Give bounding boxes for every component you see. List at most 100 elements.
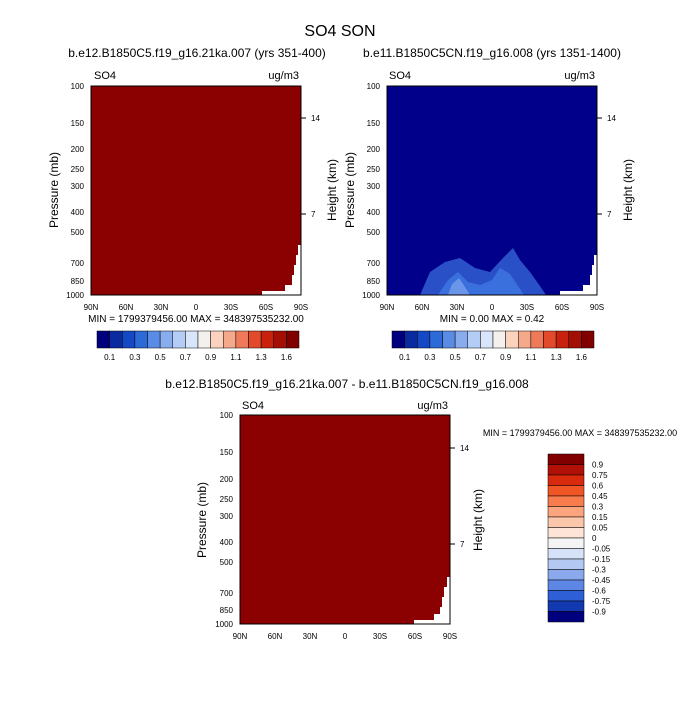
panel-2-stats: MIN = 0.00 MAX = 0.42 (440, 314, 545, 325)
y2tick-label: 7 (460, 540, 465, 549)
ytick-label: 700 (220, 589, 234, 598)
panel-3-y2ticks: 14 7 (450, 444, 469, 549)
panel-3-title: b.e12.B1850C5.f19_g16.21ka.007 - b.e11.B… (165, 377, 529, 391)
ytick-label: 150 (71, 119, 85, 128)
colorbar-swatch (568, 330, 582, 349)
colorbar-swatch (96, 330, 110, 349)
colorbar-label: 0.3 (592, 503, 604, 512)
colorbar-swatch (581, 330, 595, 349)
panel-3-field (240, 415, 450, 624)
xtick-label: 60N (268, 632, 283, 641)
colorbar-label: 1.1 (525, 353, 537, 362)
colorbar-label: -0.6 (592, 587, 606, 596)
colorbar-swatch (172, 330, 186, 349)
ytick-label: 300 (71, 182, 85, 191)
panel-2-contour-high (448, 278, 470, 295)
panel-1-title: b.e12.B1850C5.f19_g16.21ka.007 (yrs 351-… (68, 46, 326, 60)
colorbar-label: -0.05 (592, 545, 611, 554)
colorbar-label: -0.9 (592, 608, 606, 617)
panel-2-units: ug/m3 (564, 70, 595, 82)
xtick-label: 60S (408, 632, 422, 641)
colorbar-swatch (442, 330, 456, 349)
ytick-label: 850 (71, 277, 85, 286)
colorbar-swatch (543, 330, 557, 349)
panel-2-yticks: 100 150 200 250 300 400 500 700 850 1000 (362, 82, 380, 300)
colorbar-label: -0.3 (592, 566, 606, 575)
ytick-label: 400 (367, 208, 381, 217)
colorbar-label: 0.7 (180, 353, 192, 362)
colorbar-swatch (235, 330, 249, 349)
panel-2-colorbar: 0.1 0.3 0.5 0.7 0.9 1.1 1.3 1.6 (391, 330, 595, 362)
panel-1-colorbar: 0.1 0.3 0.5 0.7 0.9 1.1 1.3 1.6 (96, 330, 300, 362)
colorbar-swatch (555, 330, 569, 349)
colorbar-swatch (547, 506, 585, 518)
colorbar-swatch (505, 330, 519, 349)
panel-1-ylabel: Pressure (mb) (47, 152, 61, 228)
panel-2-y2label: Height (km) (621, 159, 635, 221)
ytick-label: 850 (220, 606, 234, 615)
panel-2: b.e11.B1850C5CN.f19_g16.008 (yrs 1351-14… (343, 46, 635, 362)
colorbar-label: 0.75 (592, 471, 608, 480)
panel-1-yticks: 100 150 200 250 300 400 500 700 850 1000 (66, 82, 84, 300)
panel-1-frame (90, 85, 302, 296)
ytick-label: 100 (367, 82, 381, 91)
panel-3-variable: SO4 (242, 400, 264, 412)
ytick-label: 1000 (362, 291, 380, 300)
panel-3-colorbar: 0.90.75 0.60.45 0.30.15 0.050 -0.05-0.15 -0.3… (547, 453, 611, 623)
colorbar-label: 0.5 (155, 353, 167, 362)
ytick-label: 200 (367, 145, 381, 154)
panel-2-title: b.e11.B1850C5CN.f19_g16.008 (yrs 1351-14… (363, 46, 621, 60)
colorbar-swatch (417, 330, 431, 349)
colorbar-label: 0.15 (592, 513, 608, 522)
ytick-label: 250 (367, 165, 381, 174)
xtick-label: 0 (490, 303, 495, 312)
ytick-label: 150 (367, 119, 381, 128)
panel-2-y2ticks: 14 7 (597, 114, 616, 219)
xtick-label: 90N (380, 303, 395, 312)
ytick-label: 1000 (66, 291, 84, 300)
panel-1-y2ticks: 14 7 (301, 114, 320, 219)
ytick-label: 250 (71, 165, 85, 174)
colorbar-label: 0.3 (424, 353, 436, 362)
ytick-label: 1000 (215, 620, 233, 629)
colorbar-swatch (547, 548, 585, 560)
colorbar-swatch (547, 453, 585, 465)
xtick-label: 0 (343, 632, 348, 641)
colorbar-swatch (467, 330, 481, 349)
panel-3-yticks: 100 150 200 250 300 400 500 700 850 1000 (215, 411, 233, 629)
xtick-label: 90N (233, 632, 248, 641)
colorbar-swatch (429, 330, 443, 349)
colorbar-label: 0.9 (592, 461, 604, 470)
colorbar-swatch (260, 330, 274, 349)
xtick-label: 90S (443, 632, 457, 641)
panel-3: b.e12.B1850C5.f19_g16.21ka.007 - b.e11.B… (165, 377, 677, 641)
colorbar-label: 1.1 (230, 353, 242, 362)
colorbar-label: -0.45 (592, 576, 611, 585)
panel-3-y2label: Height (km) (471, 489, 485, 551)
panel-1-y2label: Height (km) (325, 159, 339, 221)
ytick-label: 500 (220, 558, 234, 567)
colorbar-label: 1.6 (281, 353, 293, 362)
colorbar-label: 1.3 (256, 353, 268, 362)
colorbar-swatch (391, 330, 405, 349)
panel-2-field (387, 86, 597, 295)
colorbar-swatch (547, 611, 585, 623)
y2tick-label: 14 (607, 114, 616, 123)
colorbar-label: 0.5 (450, 353, 462, 362)
panel-2-frame (386, 85, 598, 296)
panel-1-nodata-region (262, 245, 301, 295)
xtick-label: 30S (520, 303, 534, 312)
colorbar-label: 0.05 (592, 524, 608, 533)
xtick-label: 90N (84, 303, 99, 312)
colorbar-label: 0.3 (129, 353, 141, 362)
colorbar-swatch (197, 330, 211, 349)
colorbar-swatch (185, 330, 199, 349)
colorbar-swatch (547, 527, 585, 539)
colorbar-swatch (273, 330, 287, 349)
colorbar-swatch (547, 516, 585, 528)
colorbar-swatch (547, 474, 585, 486)
ytick-label: 200 (71, 145, 85, 154)
ytick-label: 500 (71, 228, 85, 237)
xtick-label: 60S (259, 303, 273, 312)
